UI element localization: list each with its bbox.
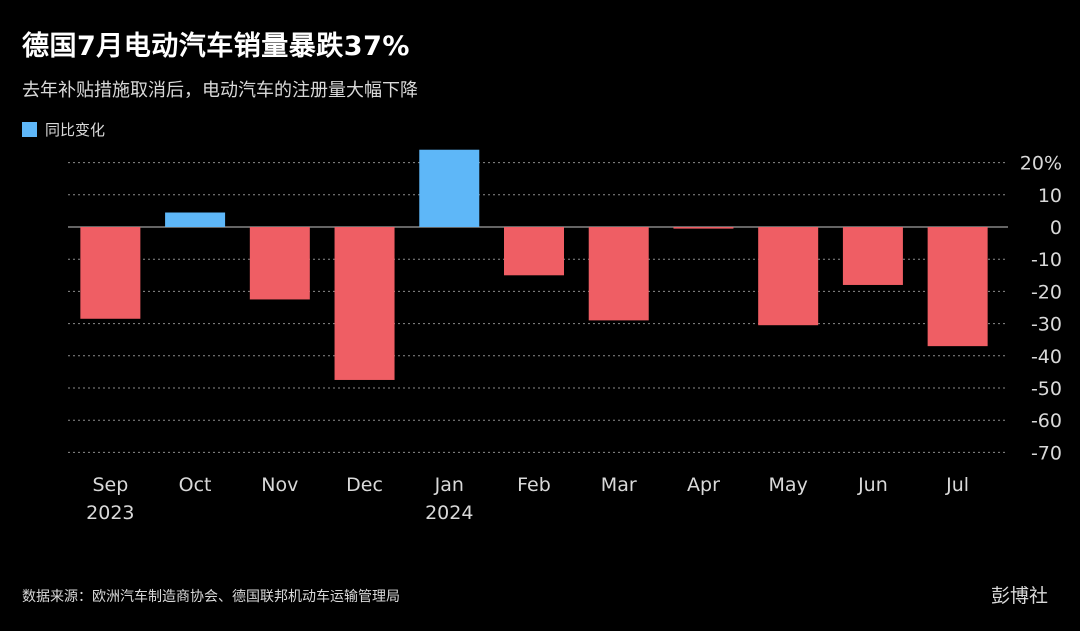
y-tick-label: -30 [1031, 314, 1062, 336]
legend-swatch [22, 122, 37, 137]
bar [80, 227, 141, 319]
x-tick-label: Feb [517, 474, 551, 496]
y-tick-label: 0 [1050, 217, 1062, 239]
y-tick-label: -50 [1031, 378, 1062, 400]
x-tick-label: Nov [261, 474, 298, 496]
x-tick-label: Oct [179, 474, 212, 496]
x-tick-label: Jan [434, 474, 464, 496]
legend-label: 同比变化 [45, 121, 106, 139]
chart-subtitle: 去年补贴措施取消后，电动汽车的注册量大幅下降 [22, 80, 418, 101]
bar [419, 149, 480, 227]
brand-logo: 彭博社 [990, 585, 1048, 607]
bar [504, 227, 564, 276]
bar [588, 227, 649, 321]
x-tick-label: Jul [945, 474, 969, 496]
y-tick-label: -60 [1031, 410, 1062, 432]
y-tick-label: -10 [1031, 249, 1062, 271]
x-tick-label: Dec [346, 474, 383, 496]
y-tick-label: 20% [1020, 153, 1062, 175]
y-tick-label: 10 [1038, 185, 1062, 207]
bar [165, 212, 226, 227]
x-year-label: 2023 [86, 502, 134, 524]
x-tick-label: Mar [601, 474, 637, 496]
y-tick-label: -20 [1031, 281, 1062, 303]
bar [249, 227, 310, 300]
y-tick-label: -70 [1031, 442, 1062, 464]
x-tick-label: May [769, 474, 808, 496]
x-tick-label: Sep [92, 474, 128, 496]
bar [334, 227, 395, 380]
x-tick-label: Apr [687, 474, 720, 496]
y-tick-label: -40 [1031, 346, 1062, 368]
legend: 同比变化 [22, 119, 105, 140]
x-tick-label: Jun [857, 474, 888, 496]
bar [927, 227, 988, 347]
chart-title: 德国7月电动汽车销量暴跌37% [22, 31, 410, 62]
source-note: 数据来源：欧洲汽车制造商协会、德国联邦机动车运输管理局 [22, 589, 400, 605]
bar [673, 227, 734, 229]
bar [758, 227, 819, 326]
x-year-label: 2024 [425, 502, 473, 524]
bar [842, 227, 903, 285]
